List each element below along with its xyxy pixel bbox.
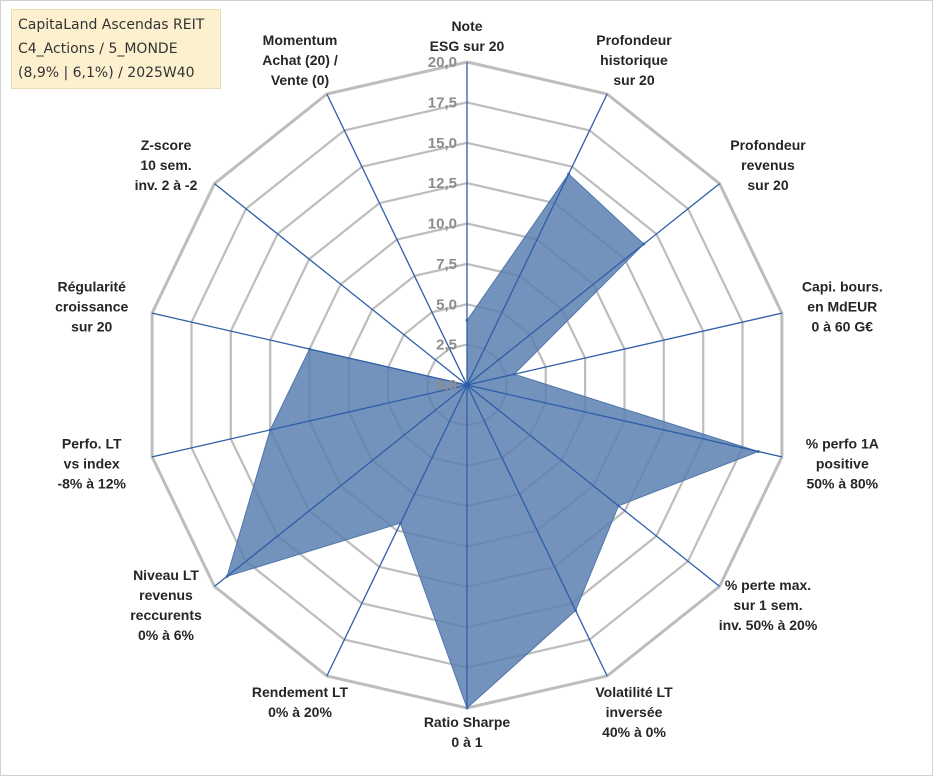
axis-label-6: % perte max. sur 1 sem. inv. 50% à 20% — [719, 577, 818, 633]
axis-label-line: inversée — [606, 704, 663, 720]
axis-label-line: sur 20 — [747, 177, 788, 193]
axis-label-line: croissance — [55, 299, 128, 315]
axis-label-14: Momentum Achat (20) / Vente (0) — [262, 32, 338, 88]
info-line-2: C4_Actions / 5_MONDE — [18, 41, 178, 57]
axis-label-line: Z-score — [141, 137, 192, 153]
axis-label-line: Niveau LT — [133, 567, 199, 583]
spoke-13 — [214, 183, 468, 386]
info-line-1: CapitaLand Ascendas REIT — [18, 17, 205, 33]
axis-label-line: 0 à 60 G€ — [812, 319, 874, 335]
spoke-7 — [466, 384, 608, 677]
tick-label: 0,0 — [436, 377, 457, 394]
axis-label-8: Ratio Sharpe 0 à 1 — [424, 714, 511, 750]
series-area — [226, 173, 760, 709]
axis-label-line: Note — [451, 18, 482, 34]
tick-label: 12,5 — [428, 175, 457, 192]
axis-label-4: Capi. bours. en MdEUR 0 à 60 G€ — [802, 279, 883, 335]
tick-label: 10,0 — [428, 216, 457, 233]
axis-label-7: Volatilité LT inversée 40% à 0% — [595, 684, 673, 740]
spoke-12 — [151, 312, 468, 386]
axis-label-line: sur 1 sem. — [733, 597, 802, 613]
spoke-11 — [151, 384, 468, 458]
axis-label-line: Capi. bours. — [802, 279, 883, 295]
spoke-10 — [214, 384, 468, 587]
axis-label-line: Momentum — [263, 32, 338, 48]
spoke-5 — [466, 384, 783, 458]
axis-label-line: historique — [600, 52, 668, 68]
axis-label-line: Profondeur — [730, 137, 806, 153]
spoke-2 — [466, 93, 608, 386]
axis-label-line: % perfo 1A — [806, 436, 879, 452]
axis-label-line: Ratio Sharpe — [424, 714, 511, 730]
axis-label-line: Profondeur — [596, 32, 672, 48]
spoke-4 — [466, 312, 783, 386]
axis-label-3: Profondeur revenus sur 20 — [730, 137, 806, 193]
axis-label-13: Z-score 10 sem. inv. 2 à -2 — [135, 137, 198, 193]
axis-label-line: positive — [816, 456, 869, 472]
axis-label-line: revenus — [741, 157, 795, 173]
spoke-3 — [466, 183, 720, 386]
axis-label-line: -8% à 12% — [57, 476, 126, 492]
axis-label-line: Perfo. LT — [62, 436, 122, 452]
tick-label: 17,5 — [428, 94, 457, 111]
axis-label-line: Achat (20) / — [262, 52, 338, 68]
axis-label-line: inv. 50% à 20% — [719, 617, 818, 633]
axis-label-line: 0% à 6% — [138, 627, 195, 643]
info-box: CapitaLand Ascendas REIT C4_Actions / 5_… — [11, 9, 221, 89]
tick-label: 15,0 — [428, 135, 457, 152]
axis-label-line: Vente (0) — [271, 72, 329, 88]
axis-label-line: revenus — [139, 587, 193, 603]
axis-label-9: Rendement LT 0% à 20% — [252, 684, 349, 720]
axis-label-2: Profondeur historique sur 20 — [596, 32, 672, 88]
spoke-6 — [466, 384, 720, 587]
axis-label-10: Niveau LT revenus reccurents 0% à 6% — [130, 567, 202, 643]
axis-label-line: reccurents — [130, 607, 202, 623]
axis-label-line: Volatilité LT — [595, 684, 673, 700]
tick-label: 20,0 — [428, 54, 457, 71]
axis-label-line: Régularité — [57, 279, 126, 295]
axis-label-line: 40% à 0% — [602, 724, 666, 740]
axis-label-1: Note ESG sur 20 — [430, 18, 505, 54]
axis-label-line: vs index — [64, 456, 120, 472]
axis-label-5: % perfo 1A positive 50% à 80% — [806, 436, 879, 492]
axis-label-line: sur 20 — [71, 319, 112, 335]
axis-label-12: Régularité croissance sur 20 — [55, 279, 128, 335]
spoke-9 — [326, 384, 468, 677]
axis-label-11: Perfo. LT vs index -8% à 12% — [57, 436, 126, 492]
axis-label-line: sur 20 — [613, 72, 654, 88]
tick-label: 5,0 — [436, 296, 457, 313]
axis-label-line: ESG sur 20 — [430, 38, 505, 54]
axis-label-line: Rendement LT — [252, 684, 349, 700]
axis-label-line: 10 sem. — [140, 157, 191, 173]
tick-label: 2,5 — [436, 337, 457, 354]
axis-label-line: 0 à 1 — [451, 734, 482, 750]
axis-label-line: en MdEUR — [807, 299, 877, 315]
axis-label-line: inv. 2 à -2 — [135, 177, 198, 193]
tick-label: 7,5 — [436, 256, 457, 273]
axis-label-line: % perte max. — [725, 577, 811, 593]
axis-label-line: 50% à 80% — [806, 476, 878, 492]
spoke-14 — [326, 93, 468, 386]
axis-label-line: 0% à 20% — [268, 704, 332, 720]
info-line-3: (8,9% | 6,1%) / 2025W40 — [18, 65, 195, 81]
